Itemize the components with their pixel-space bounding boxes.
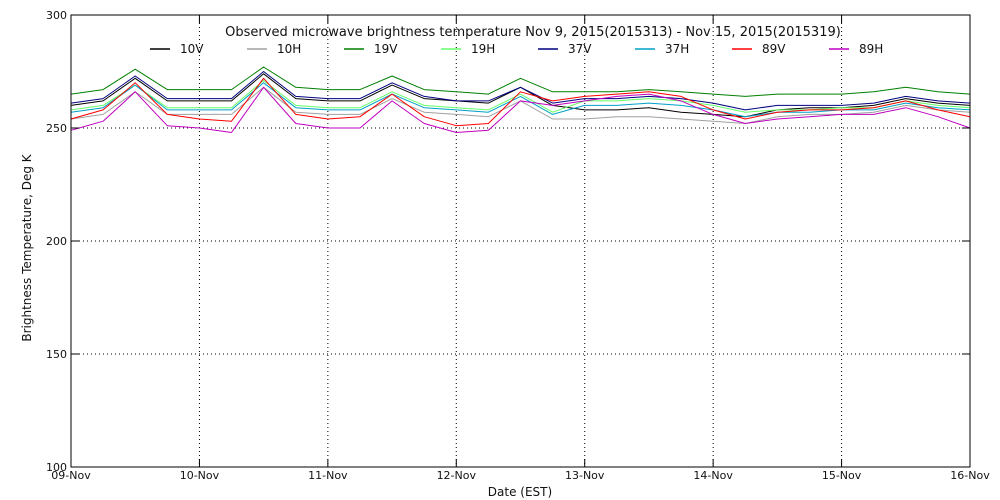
legend-label-10h: 10H <box>277 42 301 56</box>
x-tick-label: 13-Nov <box>565 469 605 482</box>
series-line-19v <box>70 66 971 97</box>
legend-label-89v: 89V <box>762 42 786 56</box>
x-tick-label: 12-Nov <box>437 469 477 482</box>
legend-label-19h: 19H <box>471 42 495 56</box>
y-tick-label: 250 <box>46 122 67 135</box>
series-line-19h <box>70 80 971 113</box>
axis-ticks: 100 150 200 250 300 09-Nov 10-Nov 11-Nov 12-Nov 1… <box>46 9 990 482</box>
legend-label-37h: 37H <box>665 42 689 56</box>
legend-label-89h: 89H <box>859 42 883 56</box>
y-tick-label: 150 <box>46 348 67 361</box>
x-tick-label: 11-Nov <box>308 469 348 482</box>
series-line-89h <box>70 86 971 133</box>
x-tick-label: 10-Nov <box>180 469 220 482</box>
x-tick-label: 15-Nov <box>822 469 862 482</box>
x-tick-label: 09-Nov <box>51 469 91 482</box>
x-tick-label: 14-Nov <box>693 469 733 482</box>
y-tick-label: 100 <box>46 461 67 474</box>
series-line-37h <box>70 82 971 118</box>
series-line-37v <box>70 71 971 111</box>
x-axis-label: Date (EST) <box>488 485 552 499</box>
x-tick-label: 16-Nov <box>950 469 990 482</box>
grid-lines <box>71 15 970 467</box>
legend-label-19v: 19V <box>374 42 398 56</box>
y-tick-label: 300 <box>46 9 67 22</box>
legend-label-37v: 37V <box>568 42 592 56</box>
legend-label-10v: 10V <box>180 42 204 56</box>
data-series-layer <box>70 66 971 133</box>
series-line-89v <box>70 77 971 127</box>
legend: 10V 10H 19V 19H 37V 37H 89V 89H <box>150 42 883 56</box>
y-tick-label: 200 <box>46 235 67 248</box>
y-axis-label: Brightness Temperature, Deg K <box>20 153 34 341</box>
chart-title: Observed microwave brightness temperatur… <box>225 25 841 40</box>
